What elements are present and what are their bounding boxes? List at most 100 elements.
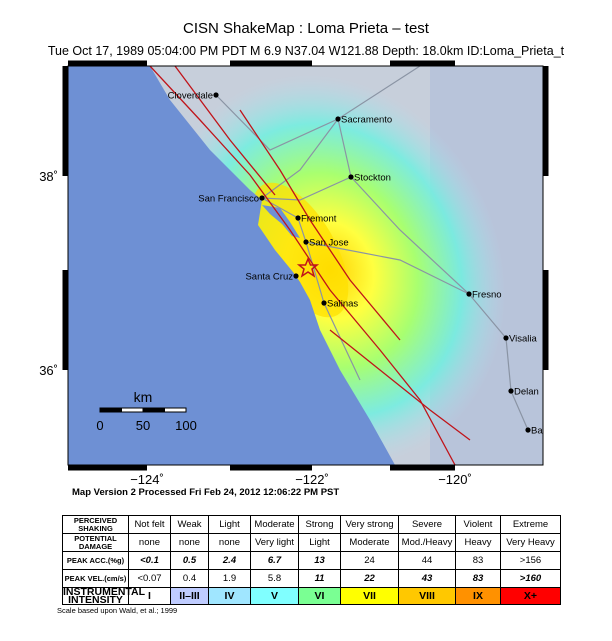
- table-cell: 13: [298, 551, 341, 570]
- table-cell: Light: [208, 515, 251, 534]
- map-frame: [67, 65, 544, 466]
- lat-label: 36˚: [39, 363, 58, 378]
- table-cell: <0.1: [128, 551, 171, 570]
- table-row: PEAK ACC.(%g) <0.1 0.5 2.4 6.7 13 24 44 83 >156: [62, 551, 561, 570]
- city-dot: [213, 92, 219, 98]
- table-cell: 24: [340, 551, 399, 570]
- table-cell: 0.5: [170, 551, 209, 570]
- table-cell: 11: [298, 569, 341, 588]
- city-markers: Cloverdale Sacramento Stockton San Francisc…: [168, 91, 543, 437]
- city-label: Salinas: [327, 299, 358, 310]
- city-label: Santa Cruz: [245, 272, 293, 283]
- table-cell: >156: [500, 551, 561, 570]
- table-cell: >160: [500, 569, 561, 588]
- lon-label: −122˚: [295, 472, 329, 487]
- table-cell: Very strong: [340, 515, 399, 534]
- city-dot: [293, 273, 299, 279]
- city-dot: [295, 215, 301, 221]
- city-label: Delan: [514, 387, 539, 398]
- table-cell: 0.4: [170, 569, 209, 588]
- city-label: Sacramento: [341, 115, 392, 126]
- row-header: POTENTIAL DAMAGE: [62, 533, 129, 552]
- table-cell: none: [128, 533, 171, 552]
- scale-label: 0: [96, 418, 103, 433]
- table-cell: 1.9: [208, 569, 251, 588]
- intensity-scale-table: PERCEIVED SHAKING Not felt Weak Light Modera…: [62, 515, 561, 605]
- table-cell: none: [208, 533, 251, 552]
- city-dot: [466, 291, 472, 297]
- lat-label: 38˚: [39, 169, 58, 184]
- scale-bar: [99, 407, 187, 413]
- table-cell: VII: [340, 587, 399, 605]
- map: Cloverdale Sacramento Stockton San Francisc…: [39, 60, 549, 487]
- table-cell: 5.8: [250, 569, 299, 588]
- city-label: San Francisco: [198, 194, 259, 205]
- table-cell: 6.7: [250, 551, 299, 570]
- scale-unit: km: [134, 389, 153, 405]
- table-cell: VI: [298, 587, 341, 605]
- table-cell: Not felt: [128, 515, 171, 534]
- table-cell: <0.07: [128, 569, 171, 588]
- table-cell: I: [128, 587, 171, 605]
- table-row: PEAK VEL.(cm/s) <0.07 0.4 1.9 5.8 11 22 43 83 >16…: [62, 569, 561, 588]
- table-cell: IV: [208, 587, 251, 605]
- scale-label: 50: [136, 418, 150, 433]
- table-cell: X+: [500, 587, 561, 605]
- table-cell: Very light: [250, 533, 299, 552]
- caption: Map Version 2 Processed Fri Feb 24, 2012…: [72, 487, 340, 498]
- table-row: POTENTIAL DAMAGE none none none Very light Li…: [62, 533, 561, 552]
- table-cell: 83: [455, 551, 501, 570]
- city-label: Fresno: [472, 290, 502, 301]
- table-cell: Severe: [398, 515, 456, 534]
- city-dot: [503, 335, 509, 341]
- city-label: Fremont: [301, 214, 337, 225]
- row-header: INSTRUMENTAL INTENSITY: [62, 586, 146, 606]
- city-label: San Jose: [309, 238, 349, 249]
- table-cell: 44: [398, 551, 456, 570]
- table-cell: VIII: [398, 587, 456, 605]
- ocean: [68, 66, 395, 465]
- table-cell: none: [170, 533, 209, 552]
- table-cell: 43: [398, 569, 456, 588]
- city-label: Cloverdale: [168, 91, 213, 102]
- table-cell: Very Heavy: [500, 533, 561, 552]
- table-cell: IX: [455, 587, 501, 605]
- table-row: INSTRUMENTAL INTENSITY I II–III IV V VI VII VII…: [62, 586, 561, 606]
- epicenter: [296, 257, 320, 278]
- city-dot: [508, 388, 514, 394]
- table-row: PERCEIVED SHAKING Not felt Weak Light Modera…: [62, 515, 561, 534]
- city-dot: [321, 300, 327, 306]
- footer: Scale based upon Wald, et al.; 1999: [57, 606, 178, 615]
- table-cell: II–III: [170, 587, 209, 605]
- row-header: PEAK VEL.(cm/s): [62, 569, 129, 588]
- table-cell: Moderate: [340, 533, 399, 552]
- table-cell: 22: [340, 569, 399, 588]
- subtitle: Tue Oct 17, 1989 05:04:00 PM PDT M 6.9 N…: [47, 44, 565, 58]
- city-dot: [525, 427, 531, 433]
- city-label: Ba: [531, 426, 543, 437]
- city-label: Stockton: [354, 173, 391, 184]
- table-cell: Light: [298, 533, 341, 552]
- table-cell: V: [250, 587, 299, 605]
- city-dot: [303, 239, 309, 245]
- table-cell: Mod./Heavy: [398, 533, 456, 552]
- city-dot: [335, 116, 341, 122]
- table-cell: Violent: [455, 515, 501, 534]
- table-cell: Heavy: [455, 533, 501, 552]
- row-header: PEAK ACC.(%g): [62, 551, 129, 570]
- table-cell: Weak: [170, 515, 209, 534]
- row-header: PERCEIVED SHAKING: [62, 515, 129, 534]
- lon-label: −120˚: [438, 472, 472, 487]
- table-cell: 83: [455, 569, 501, 588]
- city-dot: [348, 174, 354, 180]
- frame-ticks: [62, 60, 549, 471]
- scale-label: 100: [175, 418, 197, 433]
- lon-label: −124˚: [130, 472, 164, 487]
- table-cell: Extreme: [500, 515, 561, 534]
- table-cell: Strong: [298, 515, 341, 534]
- title: CISN ShakeMap : Loma Prieta – test: [183, 20, 429, 37]
- city-label: Visalia: [509, 334, 538, 345]
- faults: [149, 66, 471, 465]
- table-cell: Moderate: [250, 515, 299, 534]
